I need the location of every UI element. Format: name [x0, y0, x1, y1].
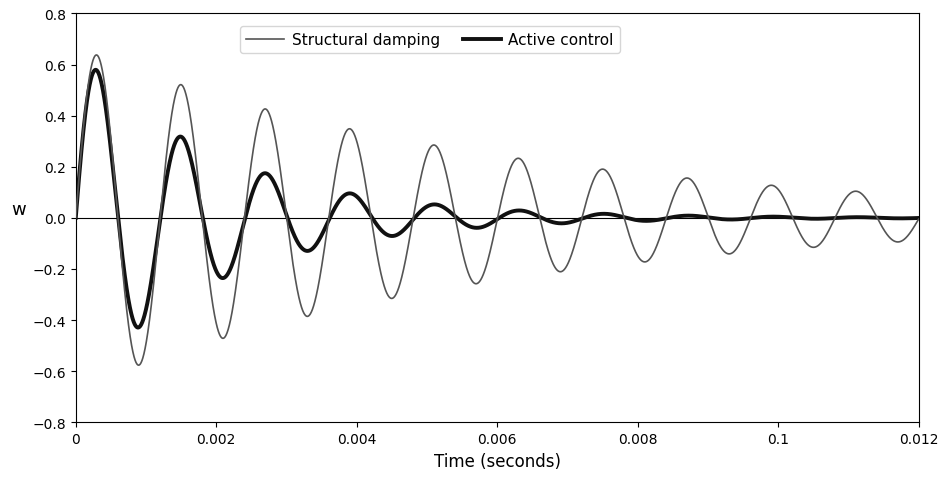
Line: Structural damping: Structural damping — [76, 56, 919, 365]
Active control — [113, 216, 124, 222]
Active control — [70, 216, 81, 221]
Structural damping — [569, 242, 581, 248]
Active control — [133, 325, 144, 331]
Line: Active control: Active control — [76, 71, 919, 328]
Legend: Structural damping, Active control: Structural damping, Active control — [240, 27, 620, 54]
Structural damping — [741, 228, 752, 233]
Active control — [913, 216, 924, 221]
Structural damping — [695, 195, 706, 201]
Structural damping — [375, 272, 386, 277]
Y-axis label: w: w — [11, 201, 26, 218]
Structural damping — [606, 177, 617, 183]
X-axis label: Time (seconds): Time (seconds) — [434, 452, 561, 469]
Structural damping — [133, 362, 144, 368]
Active control — [741, 216, 752, 222]
Active control — [606, 212, 617, 218]
Active control — [90, 68, 101, 73]
Active control — [695, 214, 706, 220]
Structural damping — [913, 217, 924, 223]
Structural damping — [113, 219, 124, 225]
Active control — [375, 228, 386, 233]
Active control — [569, 219, 581, 225]
Structural damping — [70, 216, 81, 221]
Structural damping — [91, 53, 102, 59]
